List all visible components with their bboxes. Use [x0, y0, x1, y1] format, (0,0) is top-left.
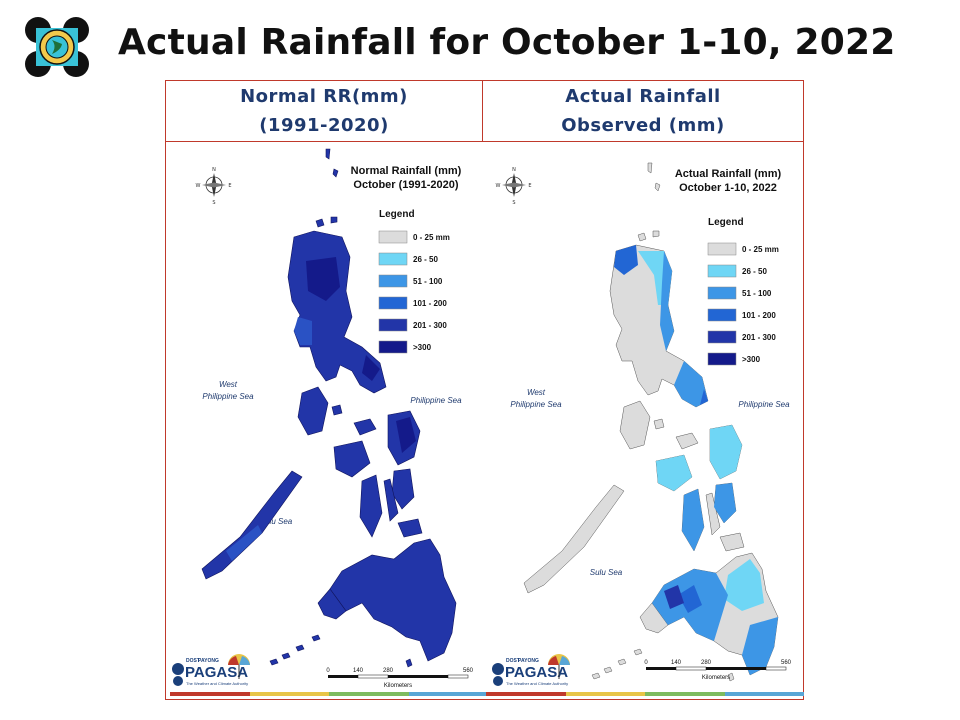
stripe-segment	[249, 692, 329, 696]
brand-small1: DOST	[506, 658, 520, 664]
scale-tick-1: 140	[353, 668, 364, 674]
actual-rainfall-201-300	[664, 585, 684, 609]
legend-swatch	[707, 264, 737, 278]
brand-name: PAGASA	[505, 664, 568, 681]
legend-swatch	[378, 252, 408, 266]
brand-small1: DOST	[186, 658, 200, 664]
scale-unit: Kilometers	[384, 683, 412, 689]
legend-label: 26 - 50	[413, 255, 438, 264]
legend-label: 0 - 25 mm	[742, 245, 779, 254]
normal-rainfall-map: West Philippine Sea Philippine Sea Sulu …	[166, 141, 484, 699]
scale-tick-2: 280	[383, 668, 394, 674]
compass-w: W	[196, 183, 201, 189]
legend-title: Legend	[379, 209, 415, 220]
legend-label: 0 - 25 mm	[413, 233, 450, 242]
sea-label-east: Philippine Sea	[410, 396, 462, 405]
sea-label-west-1: West	[527, 388, 546, 397]
legend-swatch	[707, 352, 737, 366]
normal-rainfall-over-300	[306, 257, 416, 453]
right-column-header: Actual Rainfall Observed (mm)	[482, 80, 804, 142]
scale-tick-3: 560	[781, 660, 792, 666]
legend-swatch	[378, 340, 408, 354]
stripe-segment	[486, 692, 566, 696]
footer-stripe-left	[170, 692, 488, 696]
right-header-line1: Actual Rainfall	[565, 86, 721, 107]
legend-swatch	[378, 296, 408, 310]
stripe-segment	[170, 692, 250, 696]
brand-tagline: The Weather and Climate Authority	[186, 681, 248, 686]
legend-swatch	[707, 330, 737, 344]
stripe-segment	[329, 692, 409, 696]
stripe-segment	[645, 692, 725, 696]
legend-swatch	[378, 318, 408, 332]
compass-w: W	[496, 183, 501, 189]
legend-label: 26 - 50	[742, 267, 767, 276]
legend-label: 101 - 200	[742, 311, 776, 320]
legend-title: Legend	[708, 217, 744, 228]
actual-rainfall-map: West Philippine Sea Philippine Sea Sulu …	[484, 141, 802, 699]
left-header-line1: Normal RR(mm)	[240, 86, 408, 107]
sea-label-east: Philippine Sea	[738, 400, 790, 409]
scale-tick-2: 280	[701, 660, 712, 666]
page-title: Actual Rainfall for October 1-10, 2022	[118, 22, 896, 63]
legend-swatch	[378, 274, 408, 288]
compass-n: N	[512, 167, 516, 173]
stripe-segment	[565, 692, 645, 696]
actual-rainfall-51-100	[652, 251, 778, 675]
compass-s: S	[212, 200, 215, 206]
scale-unit: Kilometers	[702, 675, 730, 681]
scale-bar: 0 140 280 560 Kilometers	[326, 668, 473, 689]
compass-e: E	[228, 183, 231, 189]
brand-name: PAGASA	[185, 664, 248, 681]
compass-rose-icon: N S W E	[496, 167, 532, 206]
legend-label: 101 - 200	[413, 299, 447, 308]
footer-stripe-right	[486, 692, 804, 696]
legend-swatch	[707, 242, 737, 256]
sea-label-west-1: West	[219, 380, 238, 389]
legend-swatch	[378, 230, 408, 244]
legend-label: >300	[413, 343, 432, 352]
map-title-line2: October (1991-2020)	[353, 179, 458, 191]
legend-swatch	[707, 308, 737, 322]
scale-tick-1: 140	[671, 660, 682, 666]
brand-small2: PAYONG	[518, 658, 539, 664]
sea-label-west-2: Philippine Sea	[202, 392, 254, 401]
compass-s: S	[512, 200, 515, 206]
stripe-segment	[724, 692, 804, 696]
map-title-line2: October 1-10, 2022	[679, 182, 777, 194]
legend-label: >300	[742, 355, 761, 364]
map-title-line1: Normal Rainfall (mm)	[351, 165, 462, 177]
compass-n: N	[212, 167, 216, 173]
scale-tick-0: 0	[326, 668, 330, 674]
pagasa-brand: DOST PAYONG PAGASA The Weather and Clima…	[172, 654, 250, 686]
legend-label: 51 - 100	[742, 289, 772, 298]
stripe-segment	[408, 692, 488, 696]
scale-tick-3: 560	[463, 668, 474, 674]
scale-bar: 0 140 280 560 Kilometers	[644, 660, 791, 681]
left-header-line2: (1991-2020)	[259, 115, 389, 136]
compass-rose-icon: N S W E	[196, 167, 232, 206]
map-legend: Legend 0 - 25 mm 26 - 50 51 - 100 101 - 200…	[378, 209, 450, 354]
scale-tick-0: 0	[644, 660, 648, 666]
brand-tagline: The Weather and Climate Authority	[506, 681, 568, 686]
sea-label-south: Sulu Sea	[590, 568, 623, 577]
right-header-line2: Observed (mm)	[561, 115, 725, 136]
sea-label-west-2: Philippine Sea	[510, 400, 562, 409]
pagasa-brand: DOST PAYONG PAGASA The Weather and Clima…	[492, 654, 570, 686]
left-column-header: Normal RR(mm) (1991-2020)	[165, 80, 483, 142]
legend-label: 201 - 300	[413, 321, 447, 330]
legend-label: 201 - 300	[742, 333, 776, 342]
actual-rainfall-101-200	[614, 245, 708, 613]
map-title-line1: Actual Rainfall (mm)	[675, 168, 782, 180]
legend-label: 51 - 100	[413, 277, 443, 286]
sea-label-south: Sulu Sea	[260, 517, 293, 526]
legend-swatch	[707, 286, 737, 300]
normal-rainfall-101-200	[226, 317, 312, 561]
brand-small2: PAYONG	[198, 658, 219, 664]
pagasa-logo	[24, 16, 90, 78]
map-legend: Legend 0 - 25 mm 26 - 50 51 - 100 101 - 200…	[707, 217, 779, 366]
normal-rainfall-regions	[201, 148, 457, 668]
compass-e: E	[528, 183, 531, 189]
